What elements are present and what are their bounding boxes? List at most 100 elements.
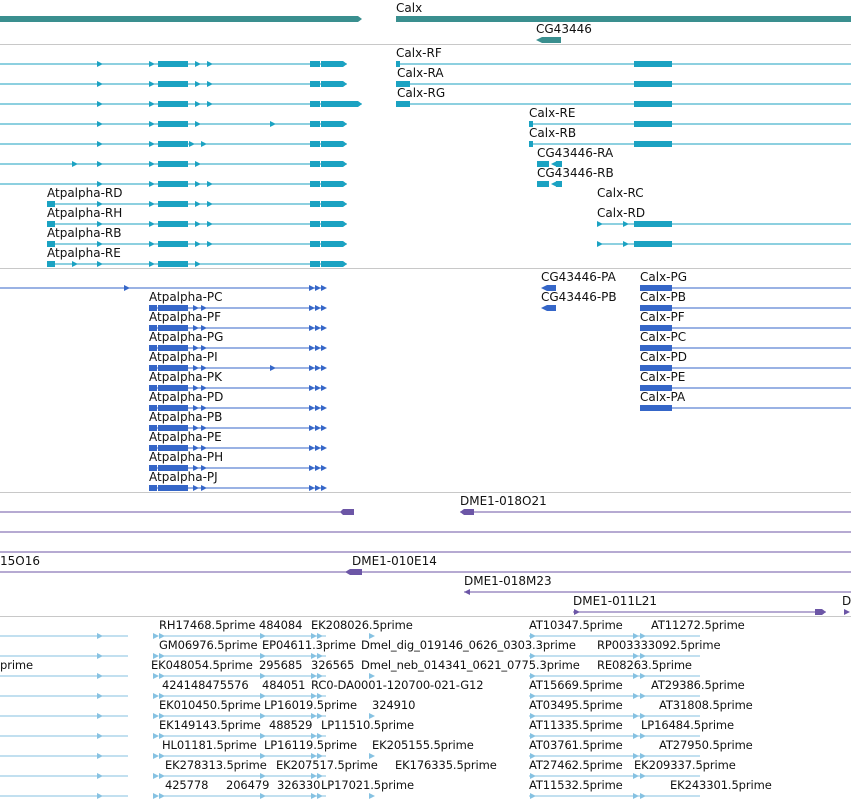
est-label[interactable]: GM06976.5prime	[159, 638, 258, 652]
est-label[interactable]: LP11510.5prime	[321, 718, 414, 732]
est-label[interactable]: 326330	[277, 778, 321, 792]
est-label[interactable]: EK149143.5prime	[159, 718, 261, 732]
protein-label[interactable]: Atpalpha-PC	[149, 290, 223, 304]
est-label[interactable]: EK048054.5prime	[151, 658, 253, 672]
est-label[interactable]: AT31808.5prime	[659, 698, 753, 712]
protein-label[interactable]: Calx-PD	[640, 350, 687, 364]
est-label[interactable]: AT10347.5prime	[529, 618, 623, 632]
protein-label[interactable]: Atpalpha-PD	[149, 390, 224, 404]
est-label[interactable]: EK209337.5prime	[634, 758, 736, 772]
transcript-label[interactable]: Atpalpha-RH	[47, 206, 123, 220]
est-label[interactable]: 425778	[165, 778, 209, 792]
transcript-label[interactable]: Calx-RB	[529, 126, 577, 140]
protein-label[interactable]: Calx-PE	[640, 370, 686, 384]
protein-label[interactable]: Calx-PF	[640, 310, 685, 324]
transcript-label[interactable]: Calx-RA	[397, 66, 444, 80]
est-label[interactable]: 484051	[262, 678, 306, 692]
strand-arrow	[311, 773, 317, 779]
transcript-label[interactable]: CG43446-RB	[537, 166, 614, 180]
strand-arrow	[551, 161, 557, 167]
est-label[interactable]: AT11532.5prime	[529, 778, 623, 792]
est-label[interactable]: 488529	[269, 718, 313, 732]
est-label[interactable]: EK207517.5prime	[276, 758, 378, 772]
est-label[interactable]: LP17021.5prime	[321, 778, 414, 792]
est-label[interactable]: LP16484.5prime	[641, 718, 734, 732]
est-label[interactable]: RE08263.5prime	[597, 658, 692, 672]
protein-label[interactable]: Atpalpha-PJ	[149, 470, 218, 484]
transcript-label[interactable]: CG43446-RA	[537, 146, 614, 160]
est-label[interactable]: RC0-DA0001-120700-021-G12	[311, 678, 484, 692]
est-label[interactable]: 295685	[259, 658, 303, 672]
est-label[interactable]: prime	[0, 658, 34, 672]
clone-label[interactable]: D	[842, 594, 851, 608]
est-label[interactable]: RH17468.5prime	[159, 618, 256, 632]
protein-label[interactable]: Calx-PG	[640, 270, 688, 284]
est-label[interactable]: AT29386.5prime	[651, 678, 745, 692]
protein-label[interactable]: Calx-PB	[640, 290, 686, 304]
est-label[interactable]: EK278313.5prime	[165, 758, 267, 772]
strand-arrow	[309, 405, 315, 411]
strand-arrow	[309, 305, 315, 311]
est-label[interactable]: Dmel_dig_019146_0626_0303.3prime	[361, 638, 576, 652]
clone-label[interactable]: DME1-011L21	[573, 594, 657, 608]
est-label[interactable]: 326565	[311, 658, 355, 672]
protein-label[interactable]: Atpalpha-PH	[149, 450, 224, 464]
est-label[interactable]: AT11335.5prime	[529, 718, 623, 732]
est-label[interactable]: HL01181.5prime	[162, 738, 257, 752]
est-label[interactable]: AT11272.5prime	[651, 618, 745, 632]
transcript-label[interactable]: Atpalpha-RB	[47, 226, 122, 240]
gene-label-cg43446[interactable]: CG43446	[536, 22, 592, 36]
est-label[interactable]: 424148475576	[162, 678, 249, 692]
protein-label[interactable]: Atpalpha-PG	[149, 330, 224, 344]
protein-label[interactable]: Atpalpha-PE	[149, 430, 222, 444]
clone-label[interactable]: DME1-010E14	[352, 554, 437, 568]
protein-label[interactable]: Calx-PA	[640, 390, 686, 404]
est-label[interactable]: 324910	[372, 698, 416, 712]
transcript-label[interactable]: Atpalpha-RE	[47, 246, 121, 260]
protein-label[interactable]: CG43446-PB	[541, 290, 617, 304]
est-label[interactable]: EK208026.5prime	[311, 618, 413, 632]
est-label[interactable]: AT15669.5prime	[529, 678, 623, 692]
strand-arrow	[541, 305, 547, 311]
transcript-label[interactable]: Atpalpha-RD	[47, 186, 123, 200]
est-label[interactable]: 206479	[226, 778, 270, 792]
est-label[interactable]: EK205155.5prime	[372, 738, 474, 752]
protein-label[interactable]: Atpalpha-PF	[149, 310, 222, 324]
transcript-label[interactable]: Calx-RG	[397, 86, 446, 100]
transcript-label[interactable]: Calx-RD	[597, 206, 646, 220]
est-label[interactable]: AT03761.5prime	[529, 738, 623, 752]
est-label[interactable]: AT03495.5prime	[529, 698, 623, 712]
protein-label[interactable]: CG43446-PA	[541, 270, 616, 284]
est-label[interactable]: EP04611.3prime	[262, 638, 356, 652]
clone-label[interactable]: 15O16	[0, 554, 40, 568]
clone-label[interactable]: DME1-018O21	[460, 494, 547, 508]
transcript-label[interactable]: Calx-RE	[529, 106, 576, 120]
strand-arrow	[195, 181, 201, 187]
est-label[interactable]: RP003333092.5prime	[597, 638, 721, 652]
est-label[interactable]: Dmel_neb_014341_0621_0775.3prime	[361, 658, 580, 672]
strand-arrow	[633, 653, 639, 659]
gene-label-calx[interactable]: Calx	[396, 1, 423, 15]
est-label[interactable]: EK010450.5prime	[159, 698, 261, 712]
transcript-label[interactable]: Calx-RC	[597, 186, 644, 200]
protein-label[interactable]: Atpalpha-PB	[149, 410, 223, 424]
strand-arrow	[309, 285, 315, 291]
clone-end	[340, 509, 354, 515]
est-label[interactable]: LP16119.5prime	[264, 738, 357, 752]
est-label[interactable]: LP16019.5prime	[264, 698, 357, 712]
est-label[interactable]: AT27950.5prime	[659, 738, 753, 752]
strand-arrow	[633, 713, 639, 719]
exon-block	[158, 365, 188, 371]
protein-label[interactable]: Atpalpha-PI	[149, 350, 218, 364]
protein-label[interactable]: Atpalpha-PK	[149, 370, 223, 384]
transcript-label[interactable]: Calx-RF	[396, 46, 442, 60]
exon-block	[158, 221, 188, 227]
clone-label[interactable]: DME1-018M23	[464, 574, 552, 588]
strand-arrow	[530, 633, 536, 639]
protein-label[interactable]: Calx-PC	[640, 330, 687, 344]
est-label[interactable]: AT27462.5prime	[529, 758, 623, 772]
est-label[interactable]: EK243301.5prime	[670, 778, 772, 792]
est-label[interactable]: EK176335.5prime	[395, 758, 497, 772]
est-label[interactable]: 484084	[259, 618, 303, 632]
strand-arrow	[97, 633, 103, 639]
